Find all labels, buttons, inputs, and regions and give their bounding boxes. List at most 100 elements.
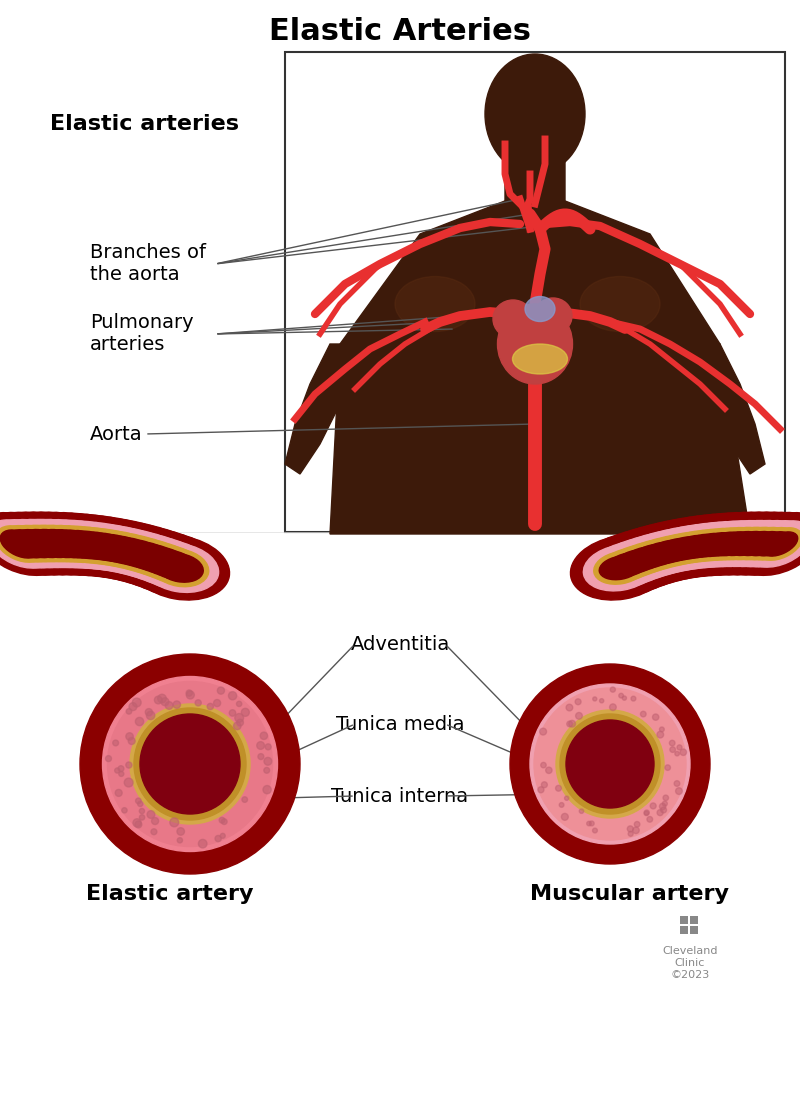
- Circle shape: [151, 829, 157, 835]
- Ellipse shape: [612, 522, 708, 586]
- Text: Muscular artery: Muscular artery: [530, 884, 730, 904]
- Circle shape: [670, 746, 675, 753]
- Ellipse shape: [654, 514, 746, 577]
- Ellipse shape: [578, 532, 678, 597]
- Bar: [680, 916, 688, 924]
- Ellipse shape: [704, 512, 792, 575]
- Circle shape: [178, 838, 182, 843]
- Ellipse shape: [0, 512, 62, 575]
- Ellipse shape: [740, 521, 800, 566]
- Ellipse shape: [130, 704, 250, 824]
- Ellipse shape: [725, 528, 771, 560]
- Circle shape: [540, 729, 546, 735]
- Ellipse shape: [23, 512, 113, 575]
- Bar: [680, 926, 688, 934]
- Ellipse shape: [26, 526, 78, 562]
- Ellipse shape: [54, 514, 146, 577]
- Ellipse shape: [591, 542, 665, 587]
- Polygon shape: [690, 344, 765, 474]
- Text: Tunica interna: Tunica interna: [331, 786, 469, 806]
- Circle shape: [546, 767, 552, 774]
- Circle shape: [139, 815, 145, 820]
- Ellipse shape: [16, 530, 56, 558]
- Ellipse shape: [662, 513, 754, 576]
- Ellipse shape: [690, 521, 758, 567]
- Ellipse shape: [142, 543, 218, 593]
- Ellipse shape: [143, 545, 201, 584]
- Ellipse shape: [34, 520, 102, 567]
- Ellipse shape: [700, 528, 748, 560]
- Text: Clinic: Clinic: [675, 958, 705, 968]
- Ellipse shape: [673, 535, 711, 559]
- Ellipse shape: [714, 532, 750, 555]
- Ellipse shape: [10, 519, 78, 567]
- Circle shape: [122, 808, 127, 813]
- Ellipse shape: [594, 551, 646, 584]
- Circle shape: [627, 826, 634, 832]
- Circle shape: [229, 691, 237, 700]
- Ellipse shape: [122, 532, 222, 597]
- Ellipse shape: [667, 531, 717, 563]
- Ellipse shape: [634, 538, 686, 571]
- Ellipse shape: [697, 532, 735, 556]
- Ellipse shape: [87, 526, 161, 574]
- Ellipse shape: [723, 520, 789, 566]
- Ellipse shape: [706, 521, 774, 566]
- Circle shape: [135, 798, 141, 804]
- Circle shape: [237, 701, 242, 707]
- Ellipse shape: [157, 553, 203, 582]
- Ellipse shape: [748, 521, 800, 567]
- Ellipse shape: [128, 540, 184, 577]
- Circle shape: [541, 763, 546, 768]
- Ellipse shape: [46, 513, 138, 576]
- Ellipse shape: [26, 520, 94, 567]
- FancyBboxPatch shape: [285, 52, 785, 532]
- Circle shape: [173, 701, 181, 709]
- Ellipse shape: [80, 654, 300, 874]
- Circle shape: [257, 742, 265, 750]
- Circle shape: [593, 828, 598, 832]
- Ellipse shape: [648, 540, 688, 564]
- Ellipse shape: [74, 528, 126, 564]
- Circle shape: [576, 712, 582, 719]
- Ellipse shape: [89, 530, 143, 567]
- Ellipse shape: [687, 512, 777, 575]
- FancyBboxPatch shape: [505, 119, 565, 209]
- Circle shape: [124, 778, 133, 787]
- Ellipse shape: [696, 512, 784, 575]
- Circle shape: [569, 720, 575, 728]
- Ellipse shape: [141, 548, 187, 576]
- Circle shape: [158, 694, 166, 703]
- Ellipse shape: [595, 527, 693, 591]
- Circle shape: [218, 687, 225, 694]
- Ellipse shape: [738, 531, 774, 555]
- Ellipse shape: [649, 526, 719, 572]
- Ellipse shape: [733, 528, 779, 560]
- Ellipse shape: [607, 553, 649, 576]
- Polygon shape: [285, 344, 360, 474]
- Ellipse shape: [62, 531, 106, 559]
- Ellipse shape: [78, 532, 122, 560]
- Ellipse shape: [525, 297, 555, 321]
- Ellipse shape: [31, 512, 121, 575]
- Ellipse shape: [730, 512, 800, 575]
- Circle shape: [207, 703, 214, 710]
- Circle shape: [151, 817, 158, 825]
- Ellipse shape: [56, 521, 128, 570]
- Circle shape: [195, 700, 202, 705]
- Ellipse shape: [570, 535, 670, 601]
- Ellipse shape: [100, 524, 196, 588]
- Ellipse shape: [754, 532, 790, 556]
- Ellipse shape: [681, 534, 719, 558]
- Ellipse shape: [149, 550, 195, 578]
- Ellipse shape: [632, 544, 672, 569]
- Ellipse shape: [640, 542, 680, 566]
- Circle shape: [653, 714, 659, 720]
- Ellipse shape: [58, 527, 110, 563]
- Ellipse shape: [762, 532, 798, 556]
- Circle shape: [641, 711, 646, 716]
- Ellipse shape: [717, 528, 763, 560]
- Circle shape: [565, 796, 569, 800]
- Circle shape: [566, 721, 573, 726]
- Ellipse shape: [637, 517, 731, 581]
